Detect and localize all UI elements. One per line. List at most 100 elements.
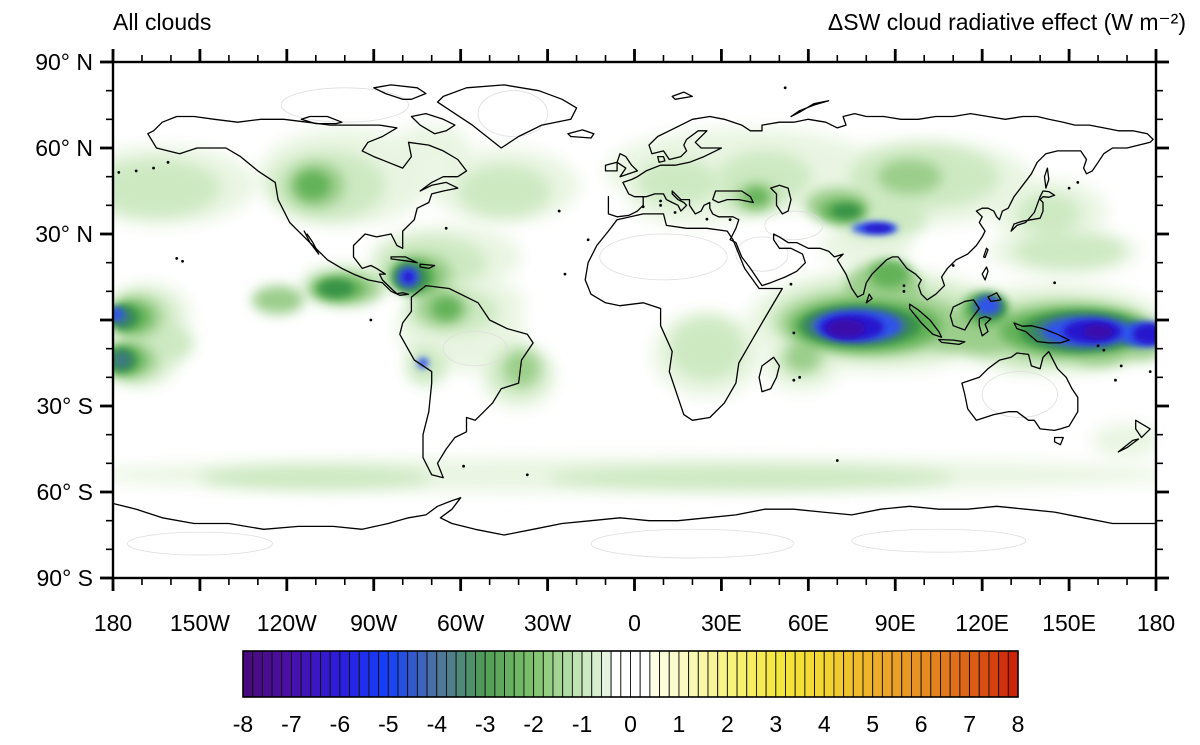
island-dot [835, 459, 839, 462]
faint-contour [735, 236, 789, 272]
island-dot [181, 259, 184, 263]
chart-title: ΔSW cloud radiative effect (W m⁻²) [828, 9, 1186, 35]
colorbar-cell [581, 650, 593, 698]
island-dot [792, 378, 796, 382]
colorbar-cell [513, 650, 525, 698]
coastline-madagascar [758, 356, 781, 393]
coastline-sri-lanka [865, 293, 873, 304]
faint-contour [127, 531, 273, 556]
faint-contour [477, 90, 548, 137]
colorbar-label: 5 [866, 711, 879, 737]
colorbar-label: -1 [572, 711, 592, 737]
colorbar-cell [920, 650, 932, 698]
colorbar-cell [542, 650, 554, 698]
coastline-tasmania [1053, 436, 1064, 446]
coastline-baja [303, 230, 320, 255]
island-dot [641, 205, 645, 209]
colorbar-cell [445, 650, 457, 698]
contour-level--7 [827, 319, 1113, 339]
colorbar-cell [320, 650, 331, 698]
x-tick-label: 90W [350, 610, 398, 636]
island-dot [798, 375, 802, 379]
colorbar-cell [290, 650, 302, 698]
island-dot [134, 169, 138, 173]
colorbar-cell [242, 650, 254, 698]
colorbar-cell [407, 650, 418, 698]
island-dot [902, 284, 906, 287]
colorbar-cell [862, 650, 874, 698]
colorbar-cell [494, 650, 506, 698]
colorbar-cell [387, 650, 399, 698]
island-dot [1119, 364, 1123, 368]
coastline-baffin [410, 112, 456, 135]
island-dot [444, 226, 448, 230]
island-dot [1102, 348, 1106, 352]
x-tick-label: 0 [628, 610, 641, 636]
colorbar-cell [571, 650, 583, 698]
faint-contour [851, 528, 1027, 553]
colorbar-cell [707, 650, 719, 698]
coastline-java [938, 338, 966, 346]
colorbar-cell [339, 650, 351, 698]
coastline-nz-north [1135, 419, 1151, 439]
colorbar-cell [930, 650, 941, 698]
colorbar-cell [959, 650, 971, 698]
island-dot [117, 170, 121, 174]
colorbar-cell [833, 650, 845, 698]
faint-contour [442, 331, 508, 367]
colorbar-cell [736, 650, 748, 698]
x-tick-label: 180 [94, 610, 132, 636]
island-dot [659, 199, 662, 203]
colorbar-label: -5 [378, 711, 398, 737]
colorbar-label: 1 [673, 711, 686, 737]
island-dot [728, 218, 732, 222]
colorbar-cell [746, 650, 757, 698]
colorbar-cell [562, 650, 573, 698]
coastline-eurasia [607, 112, 1154, 301]
colorbar-label: -2 [523, 711, 543, 737]
coastline-ellesmere [373, 84, 427, 100]
y-tick-label: 90° N [35, 49, 93, 75]
colorbar-label: -3 [475, 711, 495, 737]
colorbar-cell [755, 650, 767, 698]
coastline-australia [961, 350, 1079, 432]
coastline-nz-south [1117, 438, 1140, 453]
colorbar-cell [484, 650, 496, 698]
colorbar-label: 3 [769, 711, 782, 737]
y-tick-label: 30° N [35, 221, 93, 247]
x-tick-label: 180 [1137, 610, 1175, 636]
colorbar-cell [600, 650, 612, 698]
island-dot [525, 473, 529, 477]
colorbar: -8 -7 -6 -5 -4 -3 -2 -1 0 1 2 3 4 5 6 7 8 [233, 650, 1025, 737]
colorbar-frame [242, 650, 1019, 698]
colorbar-cell [949, 650, 961, 698]
colorbar-cell [852, 650, 864, 698]
island-dot [166, 160, 170, 164]
coastline-africa [584, 213, 783, 421]
island-dot [152, 166, 155, 170]
island-dot [1148, 370, 1152, 373]
coastline-sakhalin [1043, 167, 1050, 189]
coastline-taiwan [982, 247, 989, 259]
colorbar-cell [252, 650, 263, 698]
x-tick-label: 60E [788, 610, 829, 636]
island-dot [792, 331, 796, 335]
island-dot [175, 256, 179, 260]
colorbar-cell [998, 650, 1009, 698]
colorbar-cell [349, 650, 360, 698]
coastline-caspian [770, 184, 792, 215]
colorbar-cell [1007, 650, 1019, 698]
colorbar-label: 8 [1012, 711, 1025, 737]
coastline-sulawesi [978, 315, 992, 337]
colorbar-cell [940, 650, 951, 698]
colorbar-cell [717, 650, 728, 698]
island-dot [1076, 181, 1080, 184]
island-dot [563, 272, 567, 276]
colorbar-label: -7 [281, 711, 301, 737]
colorbar-cell [649, 650, 661, 698]
colorbar-cell [881, 650, 893, 698]
colorbar-label: 6 [915, 711, 928, 737]
colorbar-label: -6 [330, 711, 350, 737]
colorbar-cell [988, 650, 1000, 698]
